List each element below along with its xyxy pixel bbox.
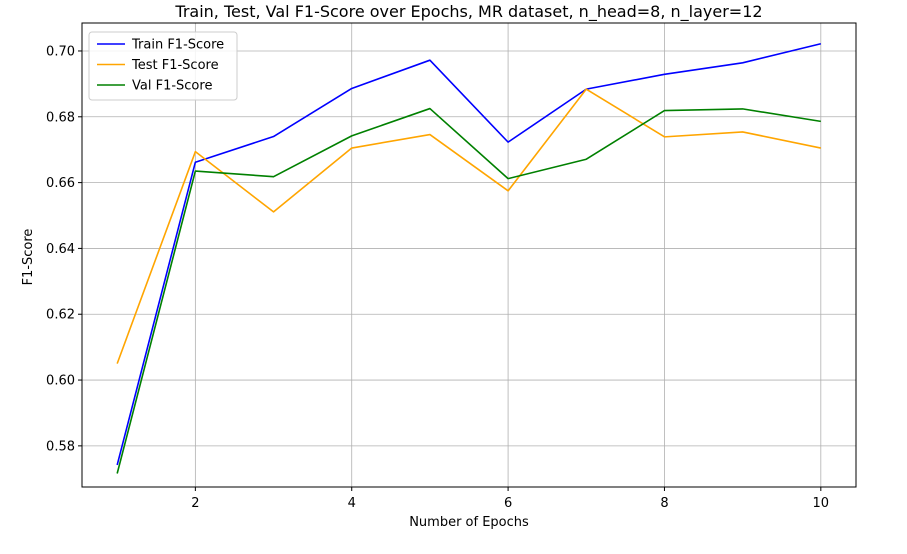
y-tick-label: 0.60 xyxy=(46,374,75,389)
x-tick-label: 10 xyxy=(813,496,830,511)
legend-box xyxy=(88,31,238,101)
y-tick-label: 0.58 xyxy=(46,439,75,454)
y-tick-label: 0.66 xyxy=(46,176,75,191)
series-line-0 xyxy=(116,42,822,466)
y-tick-label: 0.62 xyxy=(46,308,75,323)
x-tick-label: 6 xyxy=(504,496,512,511)
y-tick-label: 0.64 xyxy=(46,242,75,257)
legend: Train F1-Score Test F1-Score Val F1-Score xyxy=(88,31,238,101)
x-axis-ticks: 2 4 6 8 10 xyxy=(191,487,829,511)
x-tick-label: 4 xyxy=(348,496,356,511)
y-axis-label: F1-Score xyxy=(21,229,36,286)
plot-frame xyxy=(81,22,857,488)
series-line-2 xyxy=(116,107,821,474)
x-axis-label: Number of Epochs xyxy=(409,515,529,530)
x-tick-label: 2 xyxy=(191,496,199,511)
series-line-1 xyxy=(116,88,821,364)
y-tick-label: 0.68 xyxy=(46,110,75,125)
series-lines xyxy=(116,42,822,474)
legend-label: Val F1-Score xyxy=(132,79,212,94)
grid-lines xyxy=(82,23,856,487)
x-tick-label: 8 xyxy=(660,496,668,511)
chart-title: Train, Test, Val F1-Score over Epochs, M… xyxy=(174,2,762,22)
y-axis-ticks: 0.58 0.60 0.62 0.64 0.66 0.68 0.70 xyxy=(46,44,82,454)
legend-label: Test F1-Score xyxy=(131,58,219,73)
legend-label: Train F1-Score xyxy=(131,38,224,53)
y-tick-label: 0.70 xyxy=(46,44,75,59)
